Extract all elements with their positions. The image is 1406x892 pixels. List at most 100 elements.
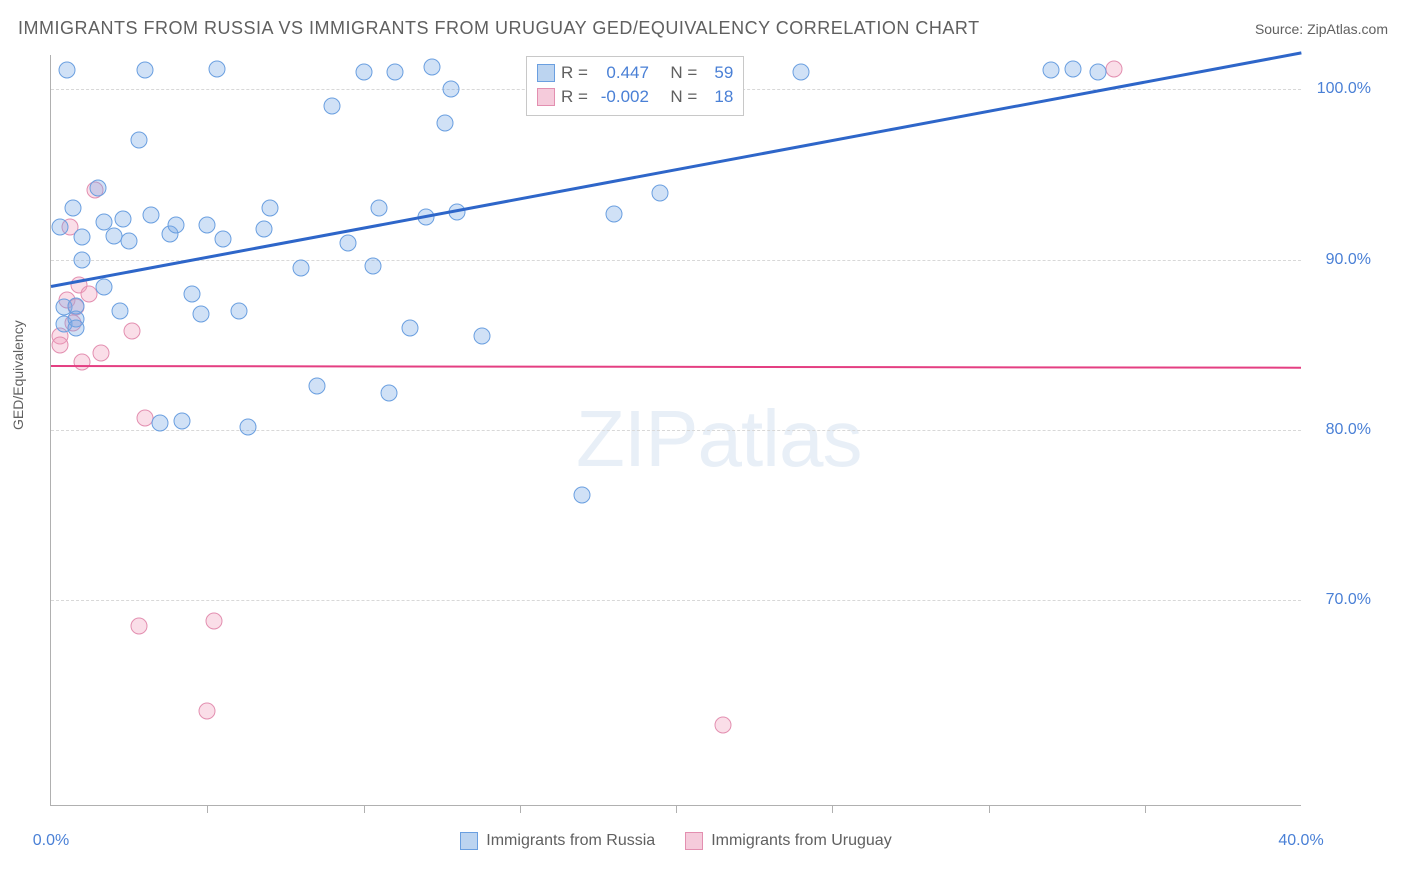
data-point [1089,64,1106,81]
x-tick [1145,805,1146,813]
data-point [371,200,388,217]
legend-swatch [685,832,703,850]
n-label: N = [670,61,697,85]
r-label: R = [561,85,588,109]
data-point [74,353,91,370]
data-point [205,612,222,629]
n-value: 59 [703,61,733,85]
y-tick-label: 70.0% [1326,591,1371,609]
legend-series: Immigrants from Russia Immigrants from Ur… [51,832,1301,850]
x-tick-label: 40.0% [1278,832,1323,850]
y-tick-label: 100.0% [1317,80,1371,98]
x-tick [989,805,990,813]
data-point [52,336,69,353]
data-point [130,132,147,149]
data-point [424,58,441,75]
data-point [143,207,160,224]
x-tick [364,805,365,813]
data-point [130,618,147,635]
data-point [183,285,200,302]
gridline [51,430,1301,431]
legend-correlation-box: R =0.447 N =59R =-0.002 N =18 [526,56,744,116]
data-point [308,377,325,394]
data-point [380,384,397,401]
y-tick-label: 80.0% [1326,421,1371,439]
data-point [1064,60,1081,77]
r-value: 0.447 [594,61,649,85]
data-point [168,217,185,234]
data-point [339,234,356,251]
data-point [199,703,216,720]
data-point [199,217,216,234]
legend-correlation-row: R =0.447 N =59 [537,61,733,85]
data-point [324,98,341,115]
data-point [239,418,256,435]
data-point [89,179,106,196]
data-point [474,328,491,345]
data-point [105,227,122,244]
watermark: ZIPatlas [576,393,861,485]
data-point [111,302,128,319]
data-point [714,716,731,733]
data-point [74,229,91,246]
data-point [96,278,113,295]
data-point [174,413,191,430]
data-point [364,258,381,275]
x-tick [207,805,208,813]
legend-series-label: Immigrants from Uruguay [711,832,892,850]
data-point [214,231,231,248]
data-point [52,219,69,236]
x-tick-label: 0.0% [33,832,69,850]
n-value: 18 [703,85,733,109]
plot-area: ZIPatlas R =0.447 N =59R =-0.002 N =18 I… [50,55,1301,806]
legend-swatch [460,832,478,850]
legend-swatch [537,64,555,82]
gridline [51,600,1301,601]
source-label: Source: ZipAtlas.com [1255,21,1388,37]
data-point [58,62,75,79]
data-point [136,410,153,427]
data-point [152,415,169,432]
trend-line [51,365,1301,369]
legend-series-label: Immigrants from Russia [486,832,655,850]
data-point [1105,60,1122,77]
data-point [293,260,310,277]
legend-series-item: Immigrants from Russia [460,832,655,850]
chart-title: IMMIGRANTS FROM RUSSIA VS IMMIGRANTS FRO… [18,18,980,39]
y-axis-label: GED/Equivalency [10,320,26,430]
data-point [64,200,81,217]
data-point [74,251,91,268]
data-point [124,323,141,340]
data-point [1043,62,1060,79]
data-point [255,220,272,237]
data-point [652,185,669,202]
r-value: -0.002 [594,85,649,109]
x-tick [676,805,677,813]
n-label: N = [670,85,697,109]
y-tick-label: 90.0% [1326,251,1371,269]
gridline [51,260,1301,261]
data-point [193,306,210,323]
x-tick [520,805,521,813]
data-point [208,60,225,77]
data-point [93,345,110,362]
data-point [443,81,460,98]
data-point [436,115,453,132]
x-tick [832,805,833,813]
legend-correlation-row: R =-0.002 N =18 [537,85,733,109]
data-point [114,210,131,227]
data-point [68,319,85,336]
data-point [386,64,403,81]
data-point [605,205,622,222]
r-label: R = [561,61,588,85]
data-point [136,62,153,79]
legend-swatch [537,88,555,106]
data-point [121,232,138,249]
data-point [793,64,810,81]
data-point [355,64,372,81]
data-point [261,200,278,217]
data-point [230,302,247,319]
data-point [402,319,419,336]
legend-series-item: Immigrants from Uruguay [685,832,892,850]
data-point [574,486,591,503]
